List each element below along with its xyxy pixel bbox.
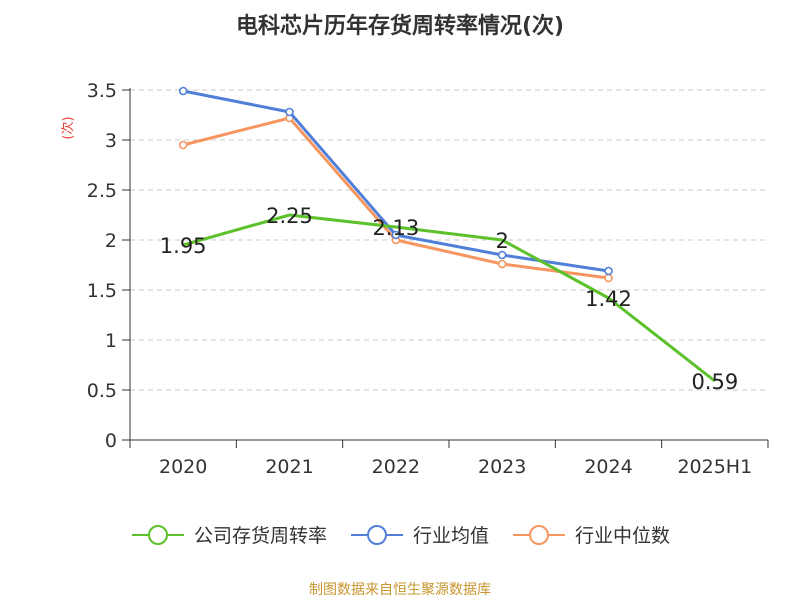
y-tick-label: 0.5 (87, 380, 117, 402)
x-tick-label: 2025H1 (677, 456, 752, 478)
x-tick-label: 2023 (478, 456, 526, 478)
data-point (497, 250, 507, 260)
y-tick-label: 2 (105, 230, 117, 252)
legend-item: 行业中位数 (511, 521, 670, 548)
y-axis-label: (次) (60, 116, 76, 139)
data-point (285, 107, 294, 117)
axes: 0 0.5 1 1.5 2 2.5 3 3.5 2020 2021 2022 2023 2024 2025… (87, 80, 769, 478)
legend-item: 行业均值 (349, 521, 489, 548)
x-tick-label: 2024 (584, 456, 632, 478)
legend-swatch-icon (513, 524, 565, 545)
y-tick-label: 3 (105, 130, 117, 152)
legend-label: 公司存货周转率 (193, 525, 327, 547)
data-point (604, 266, 613, 276)
y-tick-label: 1.5 (87, 280, 117, 302)
data-point (178, 86, 188, 96)
x-tick-label: 2021 (265, 456, 313, 478)
data-label: 1.42 (585, 287, 632, 311)
chart-title: 电科芯片历年存货周转率情况(次) (235, 14, 565, 39)
legend-label: 行业中位数 (575, 525, 671, 547)
legend-item: 公司存货周转率 (130, 521, 327, 548)
series-line (182, 116, 609, 280)
data-point (178, 140, 188, 150)
x-tick-label: 2022 (372, 456, 420, 478)
legend: 公司存货周转率 行业均值 行业中位数 (0, 521, 800, 548)
data-labels: 1.95 2.25 2.13 2 1.42 0.59 (160, 204, 738, 394)
y-tick-label: 2.5 (87, 180, 117, 202)
y-tick-label: 1 (105, 330, 117, 352)
source-note: 制图数据来自恒生聚源数据库 (309, 582, 491, 598)
legend-swatch-icon (131, 524, 184, 545)
series-lines (178, 86, 716, 383)
legend-label: 行业均值 (412, 525, 489, 547)
data-label: 2.25 (266, 204, 313, 228)
data-point (497, 259, 507, 269)
data-label: 1.95 (160, 234, 207, 258)
data-label: 2 (495, 229, 508, 253)
data-label: 2.13 (372, 216, 419, 240)
data-point (604, 273, 613, 283)
data-label: 0.59 (691, 370, 738, 394)
y-tick-label: 0 (105, 430, 117, 452)
data-point (391, 230, 401, 240)
y-tick-label: 3.5 (87, 80, 117, 102)
legend-swatch-icon (350, 524, 403, 545)
x-tick-label: 2020 (159, 456, 207, 478)
series-line (182, 213, 716, 383)
